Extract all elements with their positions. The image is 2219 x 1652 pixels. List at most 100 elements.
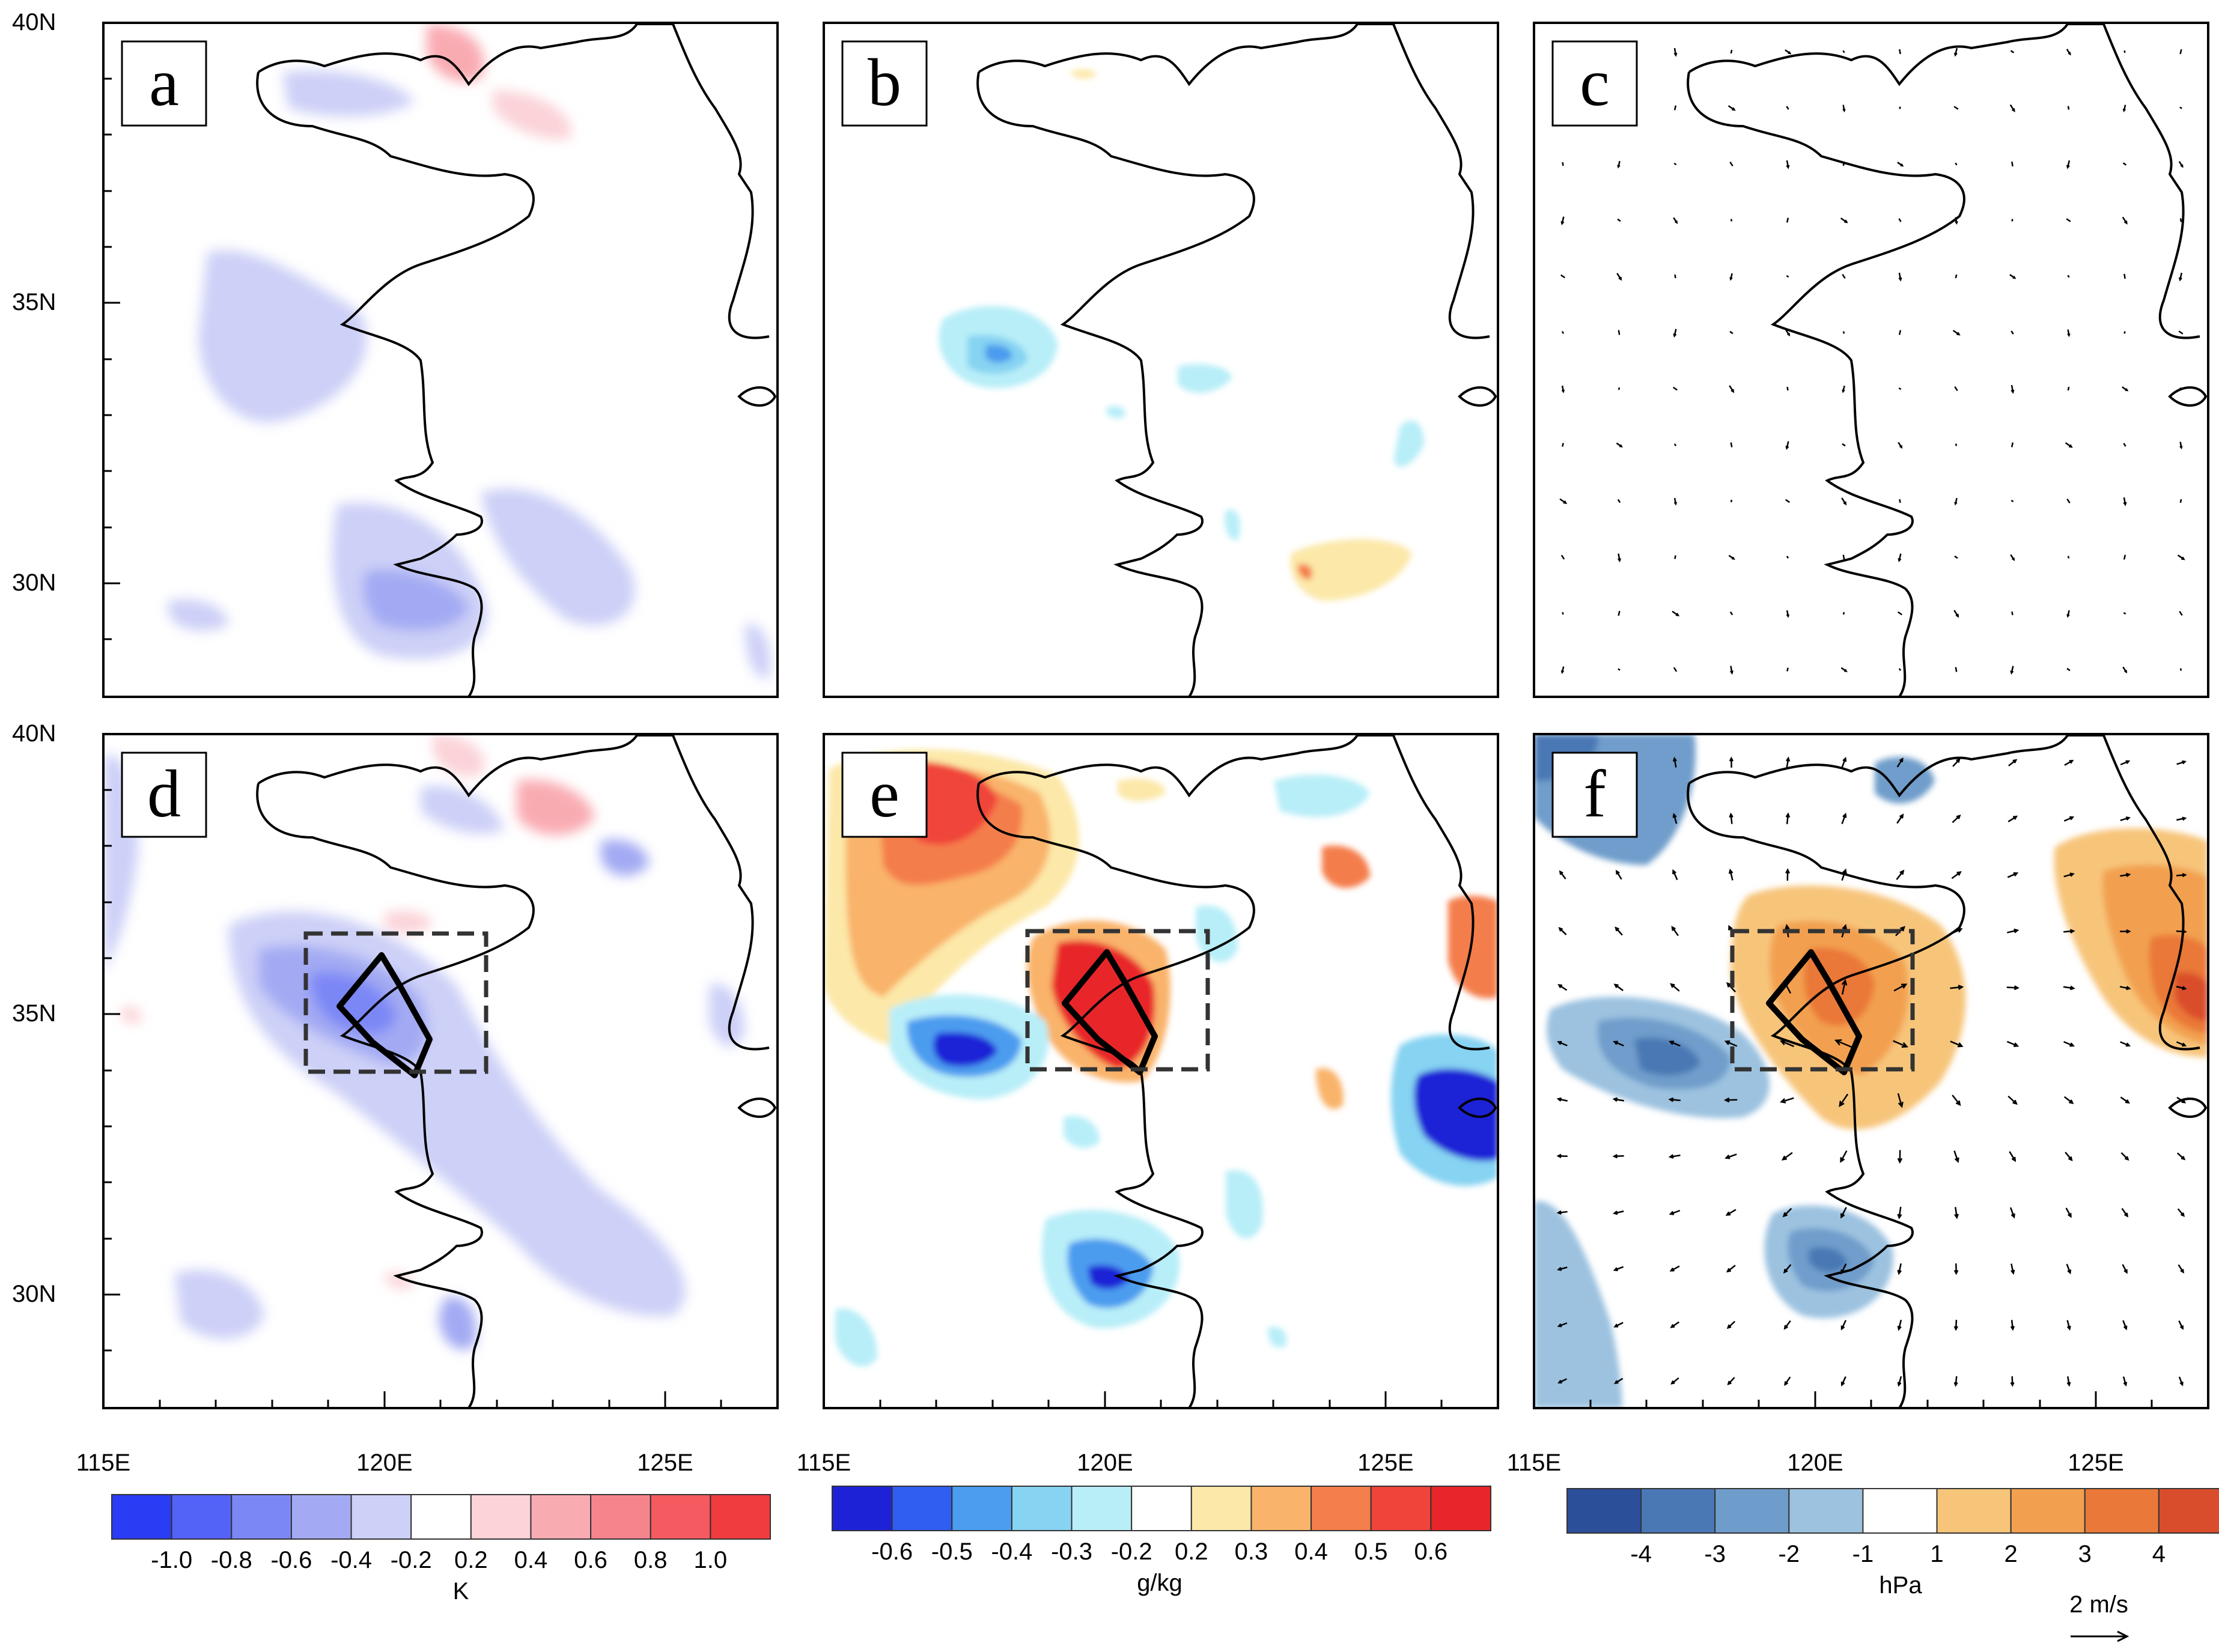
colorbar-temperature-label: -0.6 xyxy=(270,1547,312,1573)
colorbar-specific_humidity-label: 0.5 xyxy=(1354,1538,1388,1565)
panel-d-warm-mid xyxy=(385,911,433,934)
panel-e-moist-small-4 xyxy=(1268,1326,1286,1348)
panel-f-wind-vector-head xyxy=(1901,1042,1908,1048)
panel-c-wind-vector-head xyxy=(1844,219,1848,223)
colorbar-temperature-swatch xyxy=(530,1494,592,1540)
panel-f-wind-vector-head xyxy=(1785,756,1791,762)
panel-f-wind-vector-head xyxy=(2069,816,2075,821)
panel-c-wind-vector-head xyxy=(2181,556,2185,560)
panel-c-wind-vector xyxy=(1729,330,1733,335)
panel-c-wind-vector-head xyxy=(2124,670,2128,674)
panel-d-lat-label-40: 40N xyxy=(12,720,56,747)
panel-c-wind-vector xyxy=(1842,443,1846,447)
panel-f-wind-vector-head xyxy=(1785,868,1791,874)
panel-f-wind-vector-head xyxy=(2125,816,2131,821)
panel-f-island xyxy=(2168,1098,2208,1118)
panel-c-wind-vector xyxy=(1899,106,1901,109)
panel-f-wind-vector xyxy=(2063,1096,2074,1104)
panel-d-warm-tip xyxy=(433,734,485,777)
panel-f-wind-vector-head xyxy=(1613,1323,1619,1328)
panel-f-wind-vector-head xyxy=(1954,1213,1959,1219)
panel-c: c xyxy=(1533,22,2209,698)
panel-c-wind-vector-head xyxy=(1729,277,1733,281)
panel-e-island xyxy=(1458,1098,1497,1118)
panel-c-wind-vector xyxy=(1618,668,1621,671)
panel-f-wind-vector-head xyxy=(2125,760,2131,764)
panel-f-wind-vector xyxy=(1897,1093,1903,1107)
panel-a-anomaly-se xyxy=(745,624,771,679)
panel-d-warm-northeast xyxy=(517,780,595,835)
colorbar-temperature-swatch xyxy=(350,1494,412,1540)
panel-c-wind-vector xyxy=(1730,499,1733,503)
panel-c-wind-vector-head xyxy=(1898,557,1902,563)
panel-b-frame xyxy=(823,22,1499,698)
colorbar-specific_humidity-label: 0.3 xyxy=(1235,1538,1268,1565)
panel-b-island xyxy=(1458,386,1497,407)
panel-f-wind-vector-head xyxy=(1670,983,1675,988)
panel-f-wind-vector xyxy=(2009,1207,2015,1218)
panel-c-wind-vector-head xyxy=(1787,333,1791,337)
colorbar-pressure: -4 -3 -2 -1 1 2 3 4 xyxy=(1566,1488,2219,1567)
panel-c-wind-vector-head xyxy=(1730,670,1733,675)
panel-d: 40N 35N 30N 115E 120E 125E d xyxy=(12,720,779,1476)
panel-c-wind-vector xyxy=(1954,386,1958,392)
panel-e-region-outline xyxy=(1062,949,1158,1075)
panel-f-wind-vector xyxy=(1839,1093,1849,1107)
panel-c-wind-vector-head xyxy=(2125,388,2129,392)
panel-f-wind-vector-head xyxy=(1557,1323,1562,1328)
panel-f-wind-vector xyxy=(1669,1098,1681,1102)
panel-f-wind-vector-head xyxy=(1956,814,1961,819)
panel-a-label: a xyxy=(149,46,179,120)
panel-b-coast xyxy=(976,23,1497,697)
panel-c-wind-vector-head xyxy=(1956,332,1961,336)
panel-f-wind-vector xyxy=(1781,1097,1794,1103)
panel-f-wind-vector-head xyxy=(1784,1381,1788,1386)
panel-f-wind-vector-head xyxy=(2014,985,2020,991)
panel-f-wind-vector-head xyxy=(1613,1040,1618,1045)
colorbar-pressure-swatch xyxy=(1640,1488,1716,1534)
panel-d-cold-north xyxy=(421,786,505,834)
panel-d-cold-south xyxy=(439,1296,476,1350)
panel-c-wind-vector-head xyxy=(1673,52,1678,57)
panel-f-wind-vector-head xyxy=(2066,1325,2071,1331)
panel-f-wind-vector-head xyxy=(1612,1097,1618,1102)
panel-d-label-box xyxy=(121,752,207,838)
panel-c-wind-vector-head xyxy=(2012,276,2017,279)
panel-c-wind-vector xyxy=(1730,49,1733,54)
colorbar-specific_humidity-swatch xyxy=(1071,1486,1133,1531)
panel-f-wind-vector xyxy=(2007,929,2018,934)
panel-e-moist-west-core xyxy=(933,1032,997,1066)
panel-f-wind-vector-head xyxy=(1840,1382,1845,1386)
panel-c-wind-vector xyxy=(1953,106,1959,110)
panel-c-wind-vector xyxy=(2011,219,2014,222)
panel-f-wind-vector-head xyxy=(1672,869,1676,875)
panel-e-moist-east-core xyxy=(1414,1069,1498,1161)
panel-c-wind-vector-head xyxy=(2179,445,2183,450)
panel-c-wind-vector-head xyxy=(2123,220,2128,225)
vector-reference-arrow xyxy=(2071,1630,2129,1642)
panel-e-moist-small-2 xyxy=(1226,1170,1263,1239)
panel-f-wind-vector xyxy=(2063,1040,2074,1047)
panel-f-wind-vector-head xyxy=(1841,979,1848,986)
panel-c-wind-vector-head xyxy=(1619,444,1623,448)
panel-c-wind-vector-head xyxy=(1675,220,1678,225)
panel-f-wind-vector-head xyxy=(2013,815,2018,820)
panel-f-wind-vector xyxy=(1896,870,1904,880)
panel-f-high-east-peak xyxy=(2175,972,2208,1021)
panel-f-wind-vector-head xyxy=(1557,1266,1562,1271)
colorbar-specific_humidity-label: 0.4 xyxy=(1294,1538,1328,1565)
panel-f-wind-vector-head xyxy=(2179,1325,2184,1330)
panel-c-coast xyxy=(1687,23,2208,697)
panel-f-wind-vector-head xyxy=(2010,1269,2015,1275)
panel-a-anomaly-sw xyxy=(168,599,228,631)
panel-c-wind-vector xyxy=(2067,556,2070,559)
colorbar-specific_humidity-swatch xyxy=(1131,1486,1192,1531)
panel-c-wind-vector-head xyxy=(1675,613,1680,616)
panel-a-anomaly-east xyxy=(481,488,635,626)
colorbar-specific_humidity-swatch xyxy=(1011,1486,1073,1531)
panel-b-moist-east xyxy=(1394,421,1424,467)
panel-c-wind-vector xyxy=(1786,667,1789,672)
panel-f-wind-vector-head xyxy=(1613,1210,1618,1215)
panel-f-wind-vector-head xyxy=(2182,986,2187,991)
panel-f-wind-vector-head xyxy=(1957,1042,1964,1048)
